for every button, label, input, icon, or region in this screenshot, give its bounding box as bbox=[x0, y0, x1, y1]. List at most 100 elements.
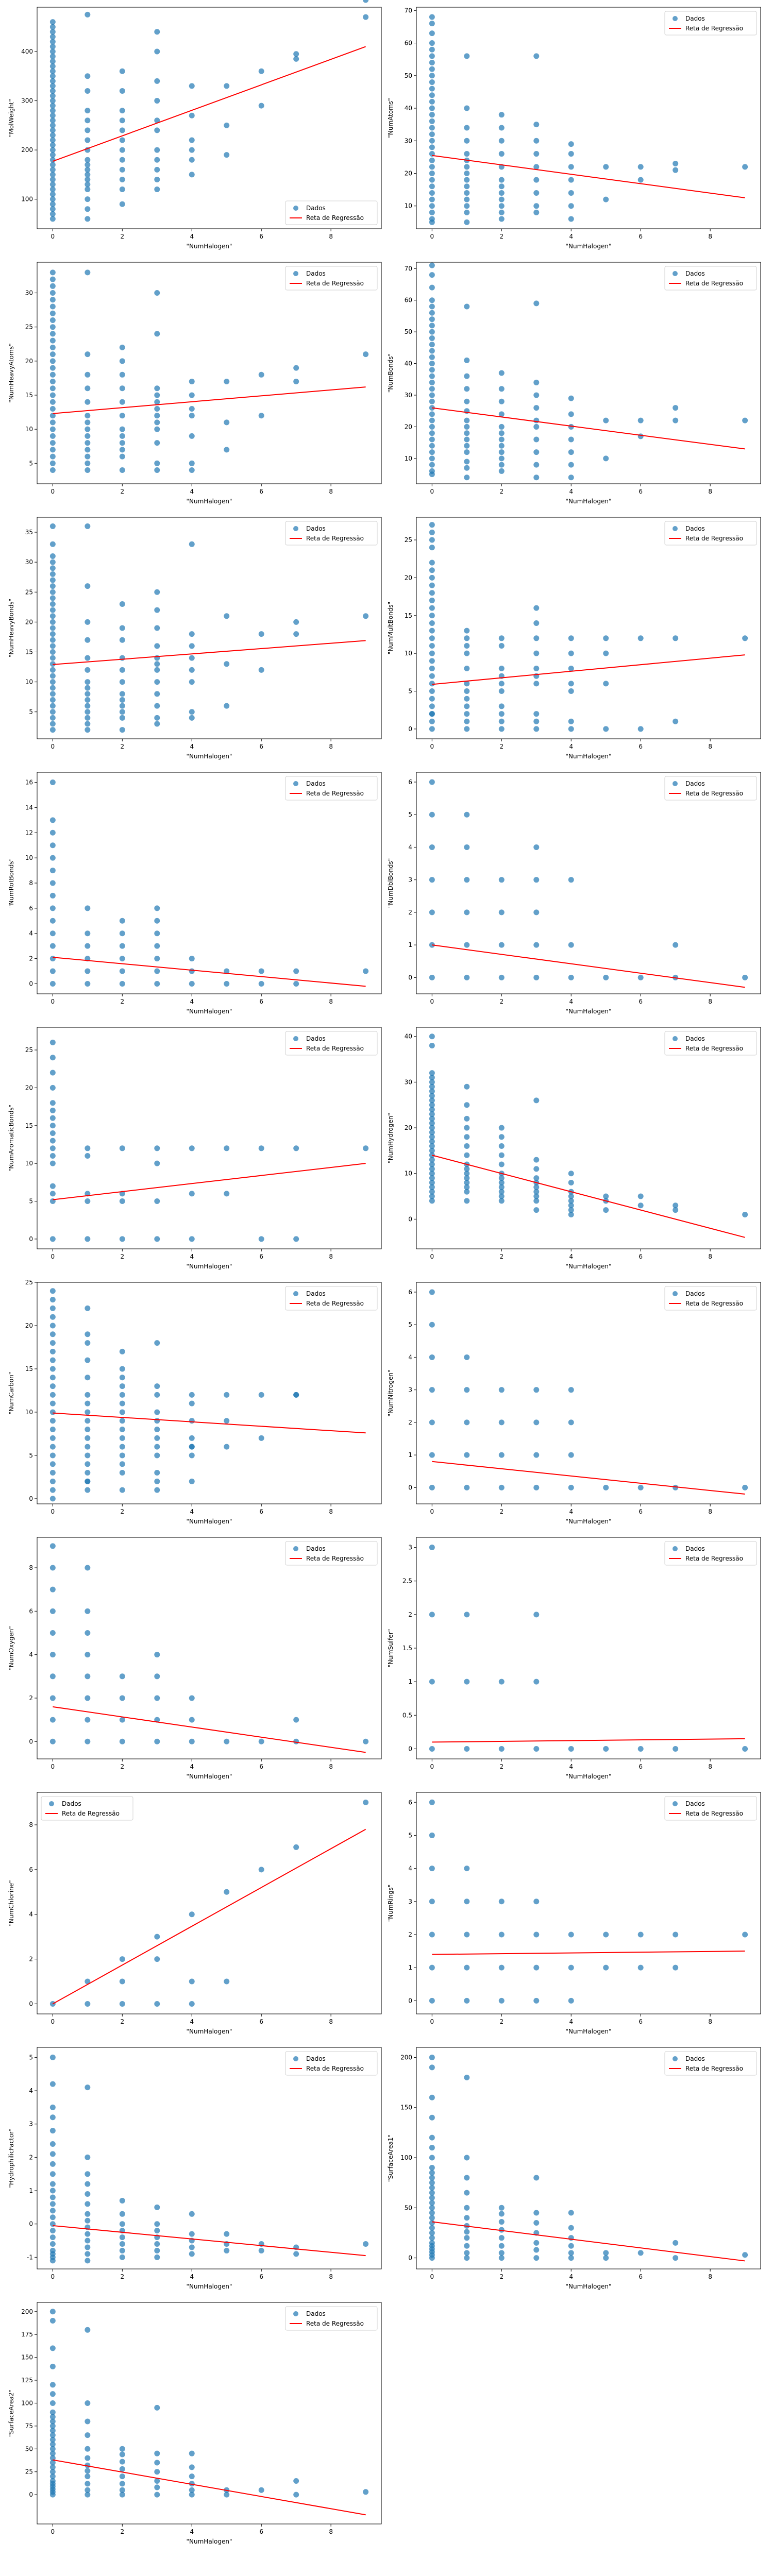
data-point bbox=[85, 1418, 91, 1424]
data-point bbox=[429, 779, 435, 785]
x-tick-label: 2 bbox=[120, 998, 124, 1005]
data-point bbox=[568, 650, 574, 656]
data-point bbox=[189, 2473, 195, 2480]
data-point bbox=[189, 467, 195, 473]
data-point bbox=[85, 166, 91, 173]
data-point bbox=[49, 276, 56, 282]
data-point bbox=[603, 681, 609, 687]
data-point bbox=[189, 2450, 195, 2456]
data-point bbox=[363, 0, 369, 3]
data-point bbox=[429, 203, 435, 209]
data-point bbox=[85, 1153, 91, 1159]
data-point bbox=[119, 2492, 125, 2498]
y-tick-label: 1 bbox=[408, 941, 412, 948]
data-point bbox=[189, 2001, 195, 2007]
data-point bbox=[429, 2164, 435, 2171]
data-point bbox=[429, 2195, 435, 2201]
data-point bbox=[533, 379, 540, 385]
data-point bbox=[119, 637, 125, 643]
data-point bbox=[429, 53, 435, 59]
data-point bbox=[498, 642, 505, 649]
data-point bbox=[224, 1191, 230, 1197]
data-point bbox=[49, 216, 56, 222]
data-point bbox=[464, 726, 470, 732]
data-point bbox=[49, 2455, 56, 2461]
y-axis-label: "NumRotBonds" bbox=[8, 858, 15, 908]
data-point bbox=[464, 1679, 470, 1685]
x-axis-label: "NumHalogen" bbox=[187, 243, 232, 250]
data-point bbox=[85, 2238, 91, 2244]
data-point bbox=[498, 666, 505, 672]
data-point bbox=[49, 1461, 56, 1467]
x-tick-label: 4 bbox=[190, 2528, 194, 2535]
legend-scatter-marker bbox=[293, 1546, 298, 1551]
y-axis-label: "NumMultBonds" bbox=[387, 602, 394, 654]
data-point bbox=[49, 2469, 56, 2475]
data-point bbox=[119, 1717, 125, 1723]
x-tick-label: 8 bbox=[708, 998, 712, 1005]
y-tick-label: 10 bbox=[405, 650, 412, 657]
data-point bbox=[189, 1400, 195, 1406]
data-point bbox=[464, 1143, 470, 1149]
regression-line bbox=[432, 2221, 745, 2262]
data-point bbox=[154, 905, 160, 911]
data-point bbox=[119, 2001, 125, 2007]
x-tick-label: 0 bbox=[51, 2018, 55, 2025]
y-tick-label: 6 bbox=[29, 1607, 33, 1615]
y-axis-label: "NumRings" bbox=[387, 1885, 394, 1922]
y-tick-label: 300 bbox=[21, 97, 33, 105]
data-point bbox=[49, 1652, 56, 1658]
data-point bbox=[85, 637, 91, 643]
data-point bbox=[498, 1387, 505, 1393]
data-point bbox=[429, 1931, 435, 1938]
data-point bbox=[85, 2084, 91, 2091]
data-point bbox=[429, 844, 435, 850]
data-point bbox=[119, 1400, 125, 1406]
data-point bbox=[49, 1340, 56, 1346]
data-point bbox=[464, 844, 470, 850]
data-point bbox=[154, 127, 160, 133]
data-point bbox=[429, 183, 435, 190]
subplot-12: 0 2 4 6 8 0 1 2 3 4 5 6 "NumHalogen" "NumNitrogen" Dad… bbox=[387, 1282, 761, 1525]
data-point bbox=[293, 1717, 299, 1723]
data-point bbox=[568, 635, 574, 641]
legend-scatter-label: Dados bbox=[306, 1290, 326, 1297]
data-point bbox=[429, 877, 435, 883]
data-point bbox=[119, 399, 125, 405]
data-point bbox=[568, 436, 574, 443]
legend-scatter-marker bbox=[293, 781, 298, 786]
data-point bbox=[189, 715, 195, 721]
x-axis-label: "NumHalogen" bbox=[187, 2538, 232, 2545]
data-point bbox=[533, 405, 540, 411]
data-point bbox=[154, 460, 160, 466]
y-tick-label: 200 bbox=[21, 2308, 33, 2315]
data-point bbox=[464, 666, 470, 672]
data-point bbox=[293, 1145, 299, 1151]
data-point bbox=[154, 703, 160, 709]
data-point bbox=[533, 2210, 540, 2216]
data-point bbox=[533, 1193, 540, 1199]
data-point bbox=[533, 605, 540, 611]
y-axis-label: "NumOxygen" bbox=[8, 1626, 15, 1670]
x-tick-label: 0 bbox=[51, 488, 55, 495]
plot-frame bbox=[37, 1027, 382, 1249]
data-point bbox=[533, 53, 540, 59]
data-point bbox=[119, 2466, 125, 2472]
data-point bbox=[429, 522, 435, 528]
data-point bbox=[49, 829, 56, 836]
x-tick-label: 0 bbox=[51, 1763, 55, 1770]
data-point bbox=[533, 1207, 540, 1213]
data-point bbox=[568, 1171, 574, 1177]
data-point bbox=[49, 1070, 56, 1076]
data-point bbox=[464, 1134, 470, 1140]
legend: Dados Reta de Regressão bbox=[285, 266, 378, 291]
data-point bbox=[154, 405, 160, 412]
data-point bbox=[498, 1931, 505, 1938]
data-point bbox=[603, 1193, 609, 1199]
data-point bbox=[568, 449, 574, 455]
data-point bbox=[189, 413, 195, 419]
data-point bbox=[673, 635, 679, 641]
data-point bbox=[429, 2184, 435, 2191]
data-point bbox=[49, 83, 56, 89]
y-tick-label: 4 bbox=[29, 1651, 33, 1658]
